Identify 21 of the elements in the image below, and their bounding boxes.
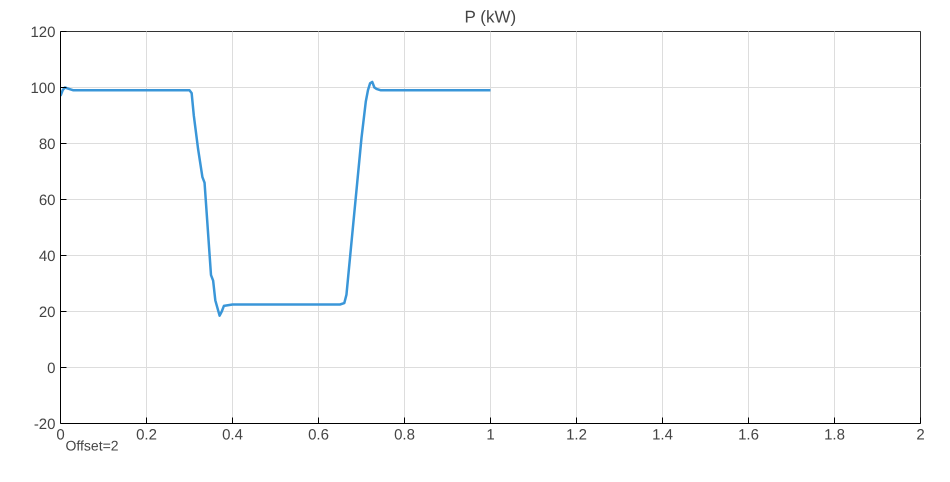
x-tick-label: 1.6: [738, 426, 759, 444]
y-tick-label: 20: [38, 304, 56, 321]
x-tick-label: 1.2: [566, 426, 587, 444]
x-tick-label: 0.2: [136, 426, 157, 444]
x-tick-label: 1.4: [652, 426, 673, 444]
y-tick-label: 80: [38, 136, 56, 153]
y-tick-label: 0: [47, 360, 56, 377]
x-tick-label: 0.8: [394, 426, 415, 444]
text: Offset=2: [66, 438, 119, 454]
y-tick-label: 100: [30, 80, 56, 97]
x-tick-label: 2: [916, 426, 925, 444]
chart-title: P (kW): [464, 8, 516, 26]
y-tick-label: 60: [38, 192, 56, 209]
y-tick-label: 120: [30, 24, 56, 41]
x-tick-label: 1.8: [824, 426, 845, 444]
line-series: [60, 80, 492, 317]
y-tick-label: 40: [38, 248, 56, 265]
x-tick-label: 0.6: [308, 426, 329, 444]
y-tick-label: -20: [34, 416, 56, 433]
x-tick-label: 0.4: [222, 426, 243, 444]
x-tick-label: 1: [486, 426, 495, 444]
